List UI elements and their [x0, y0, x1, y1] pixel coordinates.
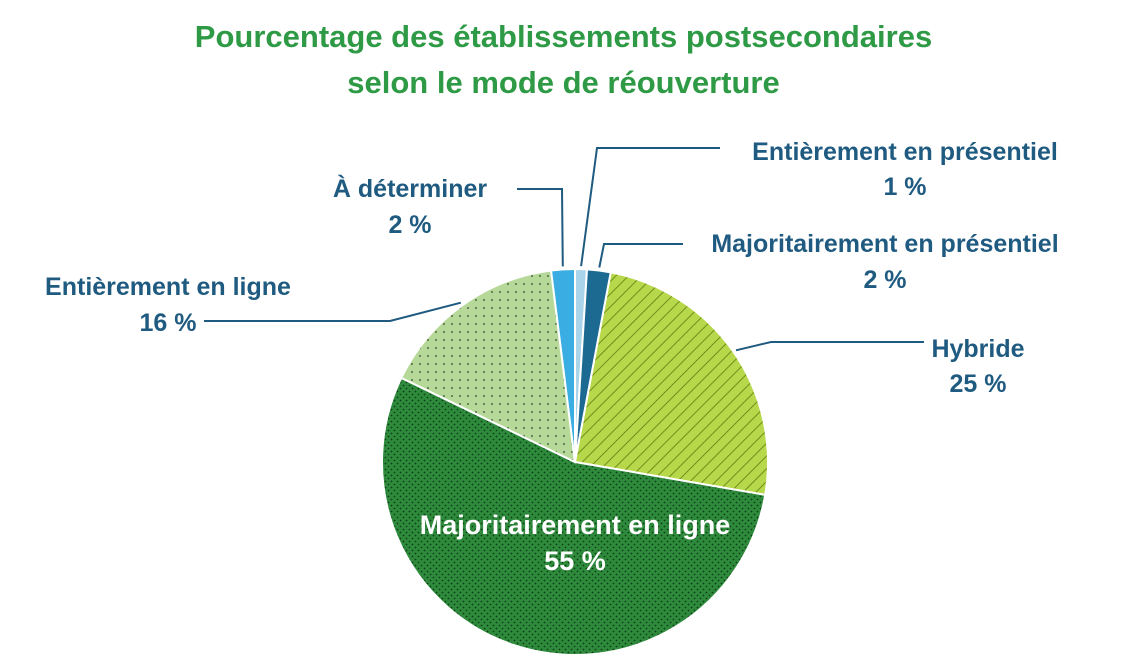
slice-label-majoritairement-en-ligne: Majoritairement en ligne: [420, 510, 731, 540]
leader-line-a-determiner: [517, 188, 564, 267]
slice-value-majoritairement-en-presentiel: 2 %: [863, 266, 906, 294]
slice-value-hybride: 25 %: [950, 370, 1007, 398]
slice-value-entierement-en-ligne: 16 %: [140, 309, 197, 337]
slice-value-entierement-en-presentiel: 1 %: [883, 173, 926, 201]
slice-label-entierement-en-presentiel: Entièrement en présentiel: [752, 138, 1058, 166]
leader-line-hybride: [735, 341, 924, 352]
slice-value-majoritairement-en-ligne: 55 %: [544, 546, 606, 576]
chart-title-line-2: selon le mode de réouverture: [347, 65, 780, 100]
pie-slice-majoritairement-en-ligne: [381, 376, 767, 655]
slice-label-a-determiner: À déterminer: [333, 174, 487, 203]
pie-slice-a-determiner: [549, 267, 576, 463]
leader-line-majoritairement-en-presentiel: [598, 243, 683, 268]
leader-line-entierement-en-presentiel: [580, 147, 720, 267]
chart-title-line-1: Pourcentage des établissements postsecon…: [194, 19, 933, 54]
leader-line-entierement-en-ligne: [204, 301, 462, 322]
pie-slice-hybride: [573, 271, 769, 497]
chart-title: Pourcentage des établissements postsecon…: [0, 14, 1127, 106]
pie-slice-entierement-en-ligne: [399, 269, 577, 464]
slice-label-entierement-en-ligne: Entièrement en ligne: [45, 273, 291, 301]
slice-value-a-determiner: 2 %: [388, 211, 431, 239]
slice-label-majoritairement-en-presentiel: Majoritairement en présentiel: [711, 230, 1058, 258]
slice-label-hybride: Hybride: [931, 335, 1024, 363]
